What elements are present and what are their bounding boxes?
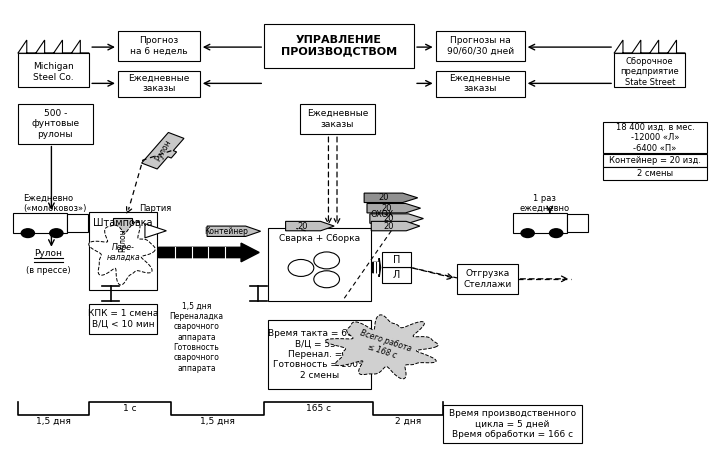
- Bar: [18, 53, 89, 87]
- Bar: [603, 122, 707, 153]
- Polygon shape: [371, 221, 420, 231]
- Bar: [89, 212, 157, 290]
- Text: 1,5 дня: 1,5 дня: [201, 417, 235, 426]
- Polygon shape: [326, 315, 438, 379]
- Bar: [264, 24, 414, 68]
- Bar: [436, 71, 525, 97]
- Text: Рулон: Рулон: [119, 228, 127, 252]
- Text: Ежедневно
(«молоковоз»): Ежедневно («молоковоз»): [23, 194, 86, 213]
- Text: OXOX: OXOX: [371, 210, 393, 219]
- Text: Отгрузка
Стеллажи: Отгрузка Стеллажи: [463, 269, 511, 289]
- Polygon shape: [114, 218, 136, 263]
- Bar: [614, 53, 685, 87]
- Polygon shape: [370, 214, 423, 223]
- Bar: [603, 167, 707, 180]
- Bar: [118, 71, 200, 97]
- Text: 165 с: 165 с: [306, 404, 331, 413]
- Bar: [13, 213, 67, 233]
- Text: Michigan
Steel Co.: Michigan Steel Co.: [33, 62, 74, 81]
- Polygon shape: [89, 221, 155, 285]
- Text: Л: Л: [393, 270, 400, 280]
- Text: 1,5 дня
Переналадка
сварочного
аппарата
Готовность
сварочного
аппарата: 1,5 дня Переналадка сварочного аппарата …: [169, 301, 223, 373]
- Bar: [89, 304, 157, 334]
- Bar: [567, 214, 588, 232]
- Text: П: П: [393, 255, 400, 265]
- Text: Партия: Партия: [139, 204, 172, 213]
- Polygon shape: [367, 203, 421, 213]
- Text: 1 с: 1 с: [123, 404, 137, 413]
- Text: КПК = 1 смена
В/Ц < 10 мин: КПК = 1 смена В/Ц < 10 мин: [88, 309, 159, 329]
- Text: Сборочное
предприятие
State Street: Сборочное предприятие State Street: [620, 57, 679, 87]
- Polygon shape: [286, 221, 334, 231]
- Bar: [300, 104, 375, 134]
- Bar: [382, 268, 411, 283]
- Text: 20: 20: [298, 221, 308, 231]
- Bar: [513, 213, 567, 233]
- Bar: [603, 154, 707, 167]
- Text: Прогнозы на
90/60/30 дней: Прогнозы на 90/60/30 дней: [446, 36, 514, 56]
- Polygon shape: [364, 193, 418, 203]
- Text: 20: 20: [381, 203, 391, 213]
- Text: Сварка + Сборка: Сварка + Сборка: [279, 234, 360, 243]
- Bar: [382, 252, 411, 268]
- Text: 1,5 дня: 1,5 дня: [36, 417, 71, 426]
- Text: 2 смены: 2 смены: [637, 169, 673, 179]
- Text: Время такта = 60 сек
В/Ц = 55 с
Перенал. = 0
Готовность = 100%
2 смены: Время такта = 60 сек В/Ц = 55 с Перенал.…: [268, 329, 371, 380]
- Circle shape: [21, 229, 34, 237]
- Text: Всего работа
≤ 168 с: Всего работа ≤ 168 с: [356, 329, 413, 364]
- Bar: [268, 320, 371, 389]
- Circle shape: [550, 229, 563, 237]
- Text: 20: 20: [378, 193, 388, 203]
- Bar: [18, 104, 93, 144]
- Text: Время производственного
цикла = 5 дней
Время обработки = 166 с: Время производственного цикла = 5 дней В…: [448, 409, 576, 439]
- Text: 1 раз
ежедневно: 1 раз ежедневно: [519, 194, 569, 213]
- Text: Рулон: Рулон: [34, 249, 63, 258]
- Text: Рулон: Рулон: [153, 138, 173, 163]
- Text: 20: 20: [384, 214, 394, 223]
- Text: 20: 20: [383, 221, 394, 231]
- Text: (в прессе): (в прессе): [26, 266, 71, 276]
- Polygon shape: [614, 40, 685, 53]
- Text: Прогноз
на 6 недель: Прогноз на 6 недель: [130, 36, 188, 56]
- Bar: [436, 31, 525, 61]
- Polygon shape: [207, 226, 261, 236]
- Text: 2 дня: 2 дня: [395, 417, 421, 426]
- Circle shape: [50, 229, 63, 237]
- Text: Контейнер: Контейнер: [204, 227, 248, 236]
- Circle shape: [521, 229, 534, 237]
- Text: Ежедневные
заказы: Ежедневные заказы: [307, 109, 368, 129]
- FancyArrow shape: [373, 258, 381, 277]
- Text: УПРАВЛЕНИЕ
ПРОИЗВОДСТВОМ: УПРАВЛЕНИЕ ПРОИЗВОДСТВОМ: [281, 35, 397, 57]
- Bar: [67, 214, 88, 232]
- Polygon shape: [18, 40, 89, 53]
- Polygon shape: [145, 224, 166, 238]
- Bar: [268, 228, 371, 301]
- FancyArrow shape: [159, 243, 259, 262]
- Bar: [443, 405, 582, 443]
- Text: Ежедневные
заказы: Ежедневные заказы: [129, 74, 189, 93]
- Text: Ежедневные
заказы: Ежедневные заказы: [450, 74, 511, 93]
- Bar: [118, 31, 200, 61]
- Text: Пере-
наладка: Пере- наладка: [106, 243, 140, 262]
- Text: Штамповка: Штамповка: [94, 218, 153, 227]
- Polygon shape: [141, 132, 184, 169]
- Text: Контейнер = 20 изд.: Контейнер = 20 изд.: [609, 156, 701, 165]
- Text: 500 -
фунтовые
рулоны: 500 - фунтовые рулоны: [31, 109, 79, 138]
- Text: 18 400 изд. в мес.
-12000 «Л»
-6400 «П»: 18 400 изд. в мес. -12000 «Л» -6400 «П»: [615, 123, 695, 153]
- Bar: [457, 264, 518, 294]
